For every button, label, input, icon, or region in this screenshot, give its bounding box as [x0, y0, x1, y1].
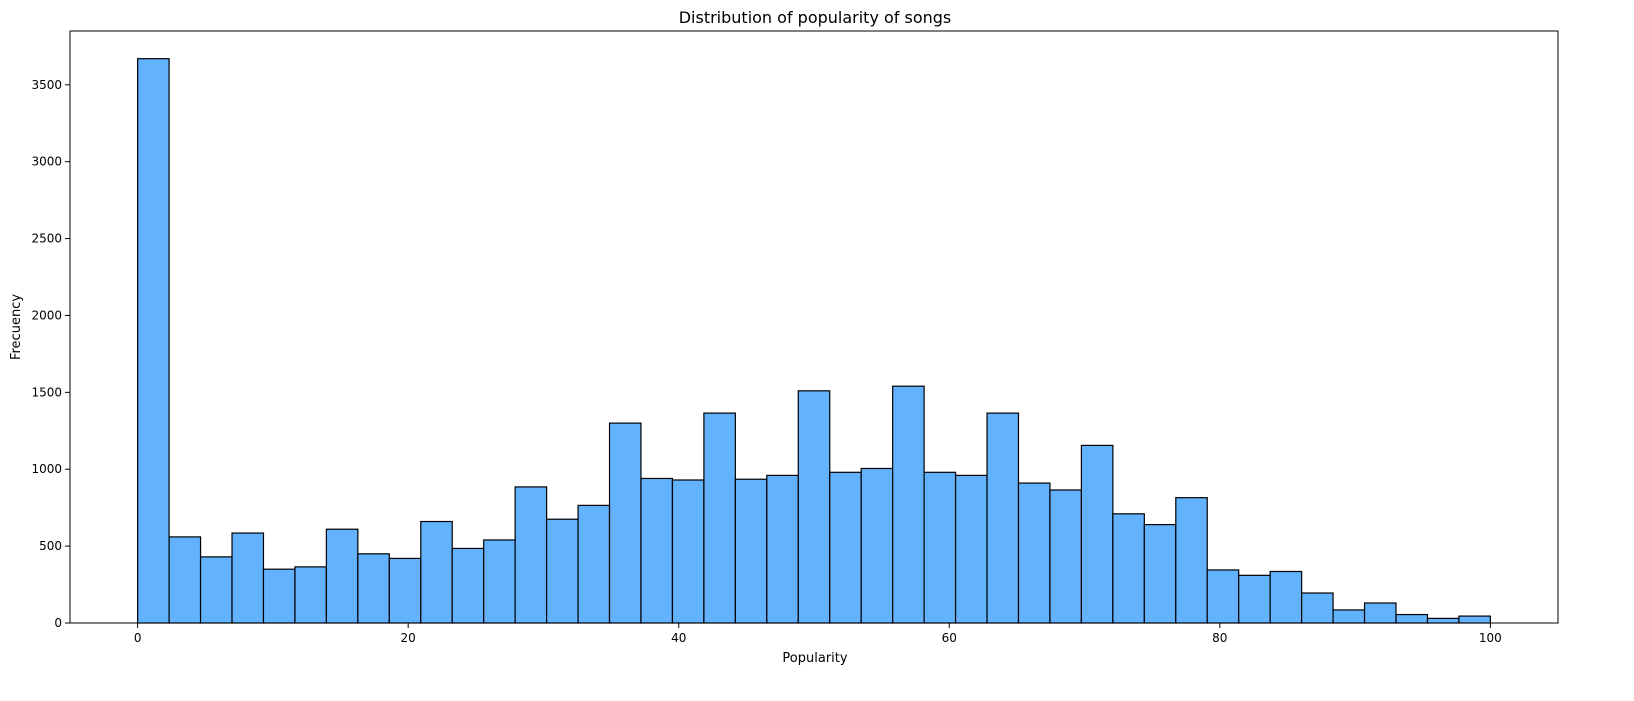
- y-tick-label: 2500: [31, 232, 62, 246]
- histogram-bar: [1112, 513, 1145, 624]
- y-axis-ticks: 0 500 1000 1500 2000 2500 3000 3500: [31, 78, 70, 630]
- y-tick-label: 1000: [31, 462, 62, 476]
- histogram-bar: [1458, 615, 1491, 624]
- x-tick-label: 40: [671, 631, 686, 645]
- histogram-bar: [137, 58, 170, 624]
- histogram-bar: [1175, 497, 1208, 624]
- histogram-bar: [1238, 574, 1271, 624]
- histogram-bar: [1206, 569, 1240, 624]
- histogram-bar: [294, 566, 327, 624]
- histogram-bar: [1049, 489, 1083, 624]
- histogram-bar: [1080, 444, 1114, 624]
- histogram-bar: [1017, 482, 1051, 624]
- plot-frame: [69, 30, 1559, 624]
- x-axis-ticks: 0 20 40 60 80 100: [134, 623, 1502, 645]
- histogram-bar: [451, 547, 485, 624]
- x-tick-label: 20: [401, 631, 416, 645]
- histogram-bar: [1269, 570, 1303, 624]
- histogram-bar: [923, 471, 957, 624]
- x-tick-label: 80: [1212, 631, 1227, 645]
- histogram-bar: [1332, 609, 1366, 624]
- y-tick-label: 3500: [31, 78, 62, 92]
- histogram-bar: [231, 532, 265, 624]
- histogram-bar: [546, 518, 579, 624]
- y-tick-label: 3000: [31, 155, 62, 169]
- histogram-bar: [703, 412, 736, 624]
- histogram-bar: [734, 478, 768, 624]
- histogram-bar: [420, 520, 453, 624]
- histogram-bar: [608, 422, 642, 624]
- histogram-bar: [483, 539, 516, 624]
- histogram-bar: [797, 390, 831, 624]
- y-tick-label: 500: [39, 539, 62, 553]
- x-tick-label: 60: [942, 631, 957, 645]
- histogram-bar: [1395, 613, 1429, 624]
- chart-title: Distribution of popularity of songs: [679, 8, 952, 27]
- histogram-bar: [892, 385, 925, 624]
- x-tick-label: 0: [134, 631, 142, 645]
- histogram-bar: [388, 557, 422, 624]
- histogram-bar: [1143, 523, 1177, 624]
- histogram-bar: [860, 467, 894, 624]
- y-tick-label: 2000: [31, 308, 62, 322]
- histogram-bar: [671, 479, 705, 624]
- histogram-bar: [640, 477, 674, 624]
- y-tick-label: 1500: [31, 385, 62, 399]
- histogram-bar: [1426, 617, 1460, 624]
- histogram-bar: [1363, 602, 1397, 624]
- histogram-bar: [325, 528, 359, 624]
- y-axis-label: Frecuency: [9, 294, 24, 360]
- histogram-bar: [577, 504, 611, 624]
- histogram-bar: [514, 486, 548, 624]
- x-tick-label: 100: [1479, 631, 1502, 645]
- bars-group: [137, 58, 1491, 624]
- histogram-bar: [168, 536, 202, 624]
- histogram-bar: [199, 556, 233, 624]
- histogram-bar: [954, 474, 988, 624]
- histogram-bar: [262, 568, 296, 624]
- histogram-bar: [986, 412, 1020, 624]
- y-tick-label: 0: [54, 616, 62, 630]
- histogram-bar: [1301, 592, 1334, 624]
- histogram-bar: [357, 553, 390, 624]
- x-axis-label: Popularity: [782, 651, 847, 666]
- histogram-bar: [829, 471, 862, 624]
- histogram-bar: [766, 474, 799, 624]
